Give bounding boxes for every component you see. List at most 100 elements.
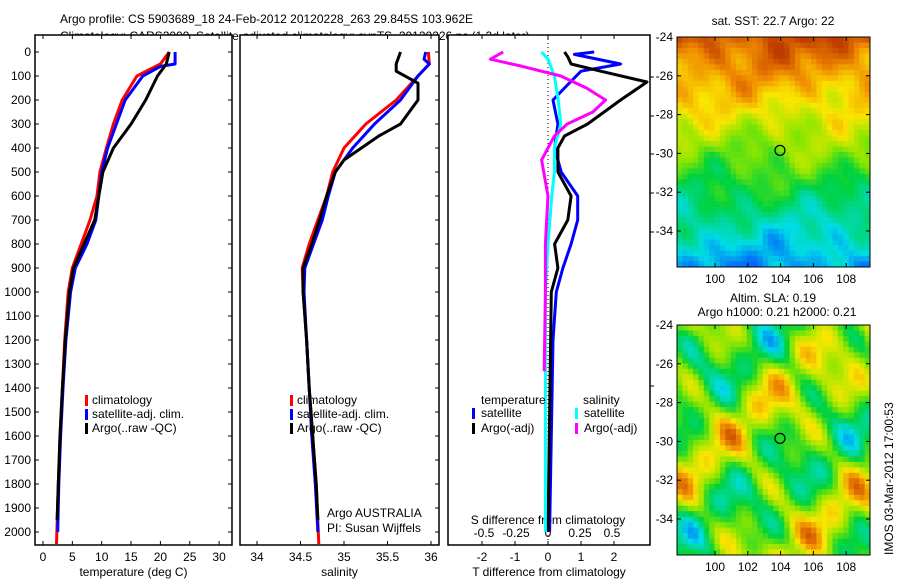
heatmap-cell [827,450,833,457]
heatmap-cell [805,108,812,115]
lon-tick-label: 102 [738,560,758,574]
heatmap-cell [730,130,737,136]
x2-tick-label: 0.25 [568,526,592,540]
x-tick-label: 15 [124,550,138,564]
heatmap-cell [832,91,839,98]
heatmap-cell [698,86,705,93]
heatmap-cell [719,390,726,397]
heatmap-cell [719,440,726,446]
heatmap-cell [682,357,689,364]
heatmap-cell [719,363,726,370]
heatmap-cell [843,544,849,550]
heatmap-cell [752,418,758,424]
heatmap-cell [698,429,705,435]
map-frame [676,324,871,556]
heatmap-cell [762,64,769,71]
heatmap-cell [693,390,699,397]
heatmap-cell [714,461,721,468]
heatmap-cell [752,69,758,76]
heatmap-cell [709,80,715,87]
heatmap-cell [843,157,849,164]
heatmap-cell [800,368,807,375]
heatmap-cell [853,206,860,213]
heatmap-cell [816,544,823,550]
heatmap-cell [864,201,871,208]
heatmap-cell [757,86,764,93]
heatmap-cell [773,379,780,386]
heatmap-cell [730,423,737,430]
heatmap-cell [859,467,866,474]
heatmap-cell [843,412,849,419]
heatmap-cell [682,201,689,208]
heatmap-cell [853,195,860,202]
heatmap-cell [773,483,780,490]
heatmap-cell [832,80,839,87]
heatmap-cell [864,429,871,435]
heatmap-cell [757,368,764,375]
heatmap-cell [859,385,866,392]
heatmap-cell [741,368,748,375]
heatmap-cell [752,357,758,364]
heatmap-cell [741,212,748,219]
heatmap-cell [709,47,715,54]
heatmap-cell [864,374,871,381]
heatmap-cell [773,64,780,71]
heatmap-cell [837,549,844,556]
heatmap-cell [757,113,764,120]
heatmap-cell [773,223,780,230]
heatmap-cell [719,357,726,364]
heatmap-cell [773,173,780,180]
heatmap-cell [746,135,753,142]
heatmap-cell [853,483,860,490]
heatmap-cell [800,206,807,213]
heatmap-cell [752,250,758,257]
heatmap-cell [805,239,812,246]
heatmap-cell [848,434,855,441]
heatmap-cell [682,184,689,191]
y-tick-label: 1100 [5,309,31,323]
heatmap-cell [848,544,855,550]
heatmap-cell [821,152,828,158]
heatmap-cell [703,456,710,463]
heatmap-cell [698,357,705,364]
salinity-panel: 34 34.5 35 35.5 36salinityclimatologysatelli… [239,34,440,579]
heatmap-cell [853,352,860,359]
heatmap-cell [848,53,855,60]
heatmap-cell [682,456,689,463]
heatmap-cell [773,472,780,479]
lat-tick-label: -24 [656,30,674,44]
heatmap-cell [821,368,828,375]
heatmap-cell [719,412,726,419]
heatmap-cell [746,250,753,257]
heatmap-cell [725,157,732,164]
heatmap-cell [693,250,699,257]
heatmap-cell [848,527,855,534]
heatmap-cell [805,102,812,109]
heatmap-cell [719,58,726,65]
heatmap-cell [843,357,849,364]
heatmap-cell [778,256,785,262]
heatmap-cell [757,401,764,408]
heatmap-cell [789,157,796,164]
heatmap-cell [848,135,855,142]
heatmap-cell [864,212,871,219]
heatmap-cell [821,64,828,71]
heatmap-cell [735,86,742,93]
heatmap-cell [762,245,769,251]
heatmap-cell [843,195,849,202]
heatmap-cell [714,124,721,131]
heatmap-cell [805,75,812,82]
heatmap-cell [816,423,823,430]
heatmap-cell [784,69,790,76]
heatmap-cell [843,146,849,153]
heatmap-cell [800,91,807,98]
x-tick-label: 25 [183,550,197,564]
heatmap-cell [703,467,710,474]
heatmap-cell [730,80,737,87]
heatmap-cell [859,42,866,49]
lon-tick-label: 106 [803,272,823,286]
heatmap-cell [709,228,715,235]
heatmap-cell [811,335,817,342]
heatmap-cell [800,184,807,191]
heatmap-cell [805,357,812,364]
